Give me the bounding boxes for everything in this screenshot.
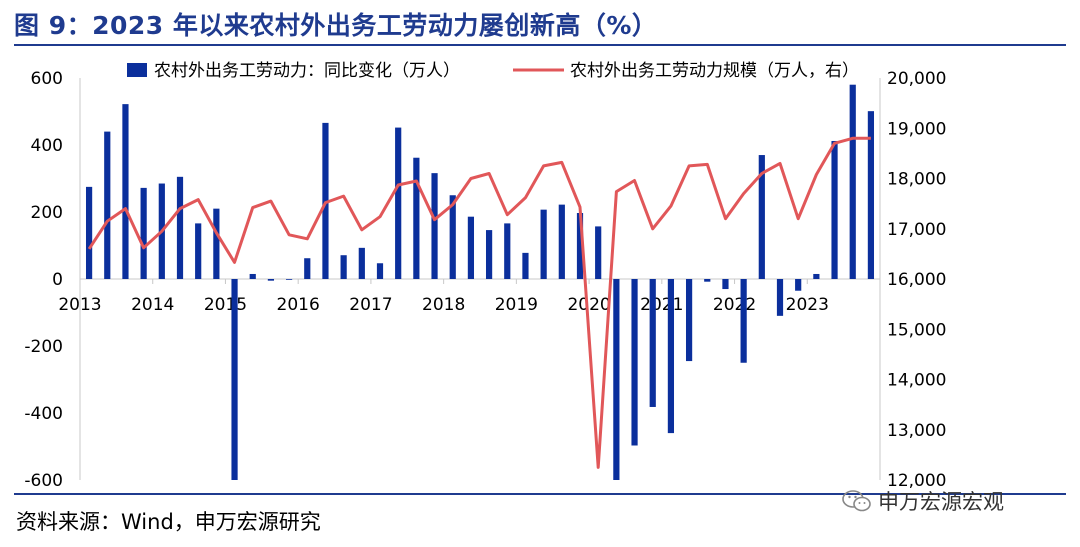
line-path bbox=[87, 136, 871, 469]
bar bbox=[849, 84, 856, 279]
y-right-tick-label: 20,000 bbox=[887, 69, 946, 89]
bar bbox=[413, 157, 420, 279]
bar bbox=[831, 140, 838, 279]
bar bbox=[576, 213, 584, 279]
y-left-tick-label: -400 bbox=[24, 404, 63, 424]
bar bbox=[322, 122, 329, 279]
bar bbox=[304, 258, 311, 279]
legend-line-label: 农村外出务工劳动力规模（万人，右） bbox=[570, 61, 859, 81]
bar bbox=[795, 279, 802, 291]
x-tick-label: 2013 bbox=[58, 295, 101, 315]
legend-bar-label: 农村外出务工劳动力：同比变化（万人） bbox=[154, 61, 460, 81]
watermark-text: 申万宏源宏观 bbox=[878, 490, 1004, 514]
y-right-tick-label: 19,000 bbox=[887, 119, 946, 139]
bar bbox=[449, 195, 456, 279]
bar bbox=[340, 255, 347, 279]
chart-title: 图 9：2023 年以来农村外出务工劳动力屡创新高（%） bbox=[14, 11, 658, 40]
x-tick-label: 2014 bbox=[131, 295, 174, 315]
x-tick-label: 2020 bbox=[567, 295, 610, 315]
y-right-tick-label: 12,000 bbox=[887, 471, 946, 491]
legend: 农村外出务工劳动力：同比变化（万人） 农村外出务工劳动力规模（万人，右） bbox=[127, 61, 859, 81]
x-tick-label: 2016 bbox=[277, 295, 320, 315]
x-tick-label: 2022 bbox=[713, 295, 756, 315]
line-series bbox=[87, 136, 871, 469]
bar bbox=[176, 176, 184, 279]
bar bbox=[85, 186, 93, 279]
bar bbox=[558, 204, 565, 279]
y-left-tick-label: 200 bbox=[31, 203, 63, 223]
bar bbox=[685, 279, 693, 362]
bar bbox=[376, 263, 384, 279]
bar bbox=[285, 279, 293, 280]
bar bbox=[722, 279, 729, 290]
bar bbox=[867, 111, 875, 279]
bar bbox=[431, 173, 438, 279]
y-right-tick-label: 16,000 bbox=[887, 270, 946, 290]
bar bbox=[595, 226, 602, 279]
bar bbox=[485, 230, 493, 279]
x-tick-label: 2018 bbox=[422, 295, 465, 315]
bar bbox=[122, 104, 129, 279]
x-tick-label: 2015 bbox=[204, 295, 247, 315]
bar-series bbox=[85, 84, 875, 480]
bar bbox=[395, 127, 402, 279]
bar bbox=[649, 279, 656, 407]
bar bbox=[667, 279, 675, 434]
y-right-tick-label: 14,000 bbox=[887, 371, 946, 391]
bar bbox=[213, 208, 220, 279]
title-divider bbox=[14, 44, 1066, 46]
bar bbox=[704, 279, 711, 282]
source-note: 资料来源：Wind，申万宏源研究 bbox=[16, 510, 321, 534]
legend-bar-swatch bbox=[127, 63, 147, 77]
bar bbox=[631, 279, 638, 446]
x-tick-label: 2017 bbox=[349, 295, 392, 315]
y-right-tick-label: 18,000 bbox=[887, 170, 946, 190]
y-right-tick-label: 15,000 bbox=[887, 320, 946, 340]
bar bbox=[540, 209, 547, 279]
x-tick-label: 2019 bbox=[495, 295, 538, 315]
bar bbox=[813, 273, 820, 279]
axes: -600 -400 -200 0 200 400 600 12,000 13,000 14,000… bbox=[24, 69, 946, 491]
bar bbox=[776, 279, 784, 316]
x-tick-label: 2021 bbox=[640, 295, 683, 315]
y-right-tick-label: 13,000 bbox=[887, 421, 946, 441]
y-left-tick-label: 0 bbox=[52, 270, 63, 290]
bar bbox=[267, 279, 275, 281]
bottom-divider bbox=[14, 493, 1066, 495]
watermark: 申万宏源宏观 bbox=[842, 486, 1004, 516]
bar bbox=[467, 216, 475, 279]
y-left-tick-label: -600 bbox=[24, 471, 63, 491]
bar bbox=[740, 279, 747, 363]
bar bbox=[758, 155, 765, 279]
bar bbox=[522, 252, 529, 279]
y-left-tick-label: 400 bbox=[31, 136, 63, 156]
y-left-tick-label: -200 bbox=[24, 337, 63, 357]
bar bbox=[195, 223, 202, 279]
bar bbox=[231, 279, 238, 480]
bar bbox=[358, 247, 365, 279]
bar bbox=[504, 223, 511, 279]
bar bbox=[140, 187, 147, 279]
bar bbox=[104, 131, 111, 279]
bar bbox=[249, 273, 256, 279]
wechat-icon bbox=[842, 490, 871, 512]
x-tick-label: 2023 bbox=[786, 295, 829, 315]
y-left-tick-label: 600 bbox=[31, 69, 63, 89]
y-right-tick-label: 17,000 bbox=[887, 220, 946, 240]
bar bbox=[613, 279, 620, 480]
